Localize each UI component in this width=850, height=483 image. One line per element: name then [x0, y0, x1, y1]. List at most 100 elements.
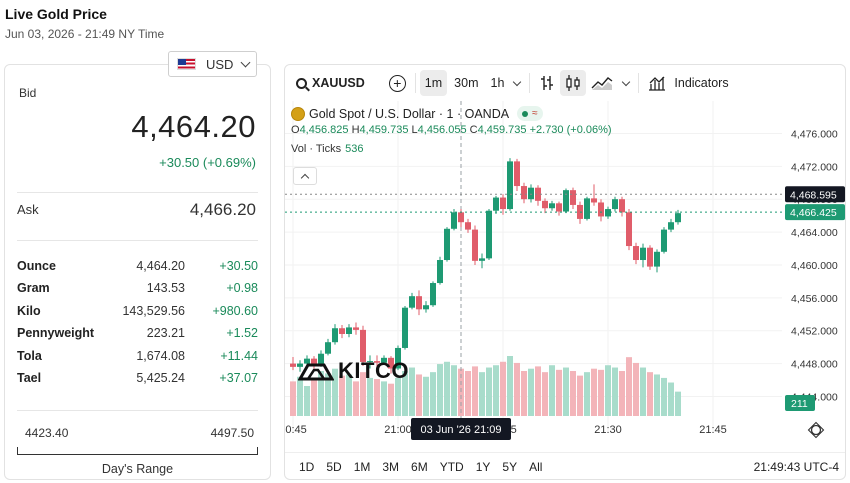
high-value: 4,459.735: [359, 124, 409, 136]
legend-title-row: Gold Spot / U.S. Dollar · 1 · OANDA ≈: [291, 106, 612, 121]
volume-bar: [367, 377, 373, 416]
candle-body: [584, 198, 590, 219]
volume-bar: [493, 365, 499, 416]
volume-bar: [675, 391, 681, 416]
interval-30m[interactable]: 30m: [449, 70, 483, 96]
candle-body: [353, 327, 359, 330]
volume-bar: [346, 374, 352, 416]
volume-bar: [612, 367, 618, 416]
volume-bar: [577, 375, 583, 416]
volume-bar: [661, 377, 667, 416]
kitco-logo-text: KITCO: [338, 358, 409, 383]
volume-bar: [619, 371, 625, 416]
legend-title: Gold Spot / U.S. Dollar · 1 · OANDA: [309, 106, 510, 121]
chart-style-dropdown[interactable]: [618, 70, 634, 96]
unit-price: 143.53: [146, 281, 185, 296]
separator: [414, 73, 416, 93]
candle-body: [430, 283, 436, 306]
range-ytd[interactable]: YTD: [439, 459, 464, 474]
candle-body: [465, 222, 471, 230]
candle-body: [619, 199, 625, 213]
range-1d[interactable]: 1D: [299, 459, 315, 474]
candle-body: [633, 246, 639, 261]
candle-body: [570, 190, 576, 205]
range-1m[interactable]: 1M: [353, 459, 371, 474]
indicators-label: Indicators: [674, 76, 729, 90]
candle-body: [381, 357, 387, 363]
volume-bar: [458, 368, 464, 416]
ask-value: 4,466.20: [189, 200, 256, 219]
price-chart[interactable]: 4,476.0004,472.0004,468.0004,464.0004,46…: [285, 101, 846, 452]
bars-icon: [541, 76, 554, 90]
volume-bar: [668, 382, 674, 416]
high-label: H: [351, 124, 360, 136]
chart-clock[interactable]: 21:49:43 UTC-4: [753, 460, 839, 474]
days-range-bar: [17, 447, 258, 455]
candle-body: [472, 229, 478, 261]
range-all[interactable]: All: [529, 459, 543, 474]
y-tick-label: 4,452.000: [791, 326, 838, 338]
unit-row: Gram 143.53 +0.98: [17, 279, 258, 301]
volume-label-text: 211: [791, 398, 808, 410]
indicators-button[interactable]: Indicators: [643, 70, 733, 96]
volume-value: 536: [345, 143, 364, 155]
candle-body: [339, 328, 345, 334]
market-status-badge[interactable]: ≈: [517, 106, 543, 121]
time-range-bar: 1D 5D 1M 3M 6M YTD 1Y 5Y All 21:49:43 UT…: [285, 452, 845, 479]
volume-bar: [437, 364, 443, 416]
range-6m[interactable]: 6M: [411, 459, 428, 474]
candle-body: [437, 260, 443, 284]
volume-bar: [507, 356, 513, 416]
interval-1m[interactable]: 1m: [419, 70, 448, 96]
volume-bar: [325, 373, 331, 416]
candle-body: [388, 357, 394, 369]
volume-bar: [521, 371, 527, 416]
range-3m[interactable]: 3M: [382, 459, 400, 474]
volume-bar: [402, 371, 408, 416]
volume-bar: [290, 381, 296, 416]
interval-label: 1m: [424, 76, 443, 90]
symbol-search-button[interactable]: XAUUSD: [291, 70, 370, 96]
compare-button[interactable]: +: [384, 70, 411, 96]
area-style-button[interactable]: [586, 70, 618, 96]
range-5y[interactable]: 5Y: [502, 459, 518, 474]
axis-settings-icon: [810, 424, 822, 436]
volume-bar: [535, 366, 541, 416]
low-value: 4,456.055: [417, 124, 467, 136]
candle-body: [591, 198, 597, 203]
candle-body: [360, 329, 366, 362]
legend-collapse-button[interactable]: [293, 167, 317, 185]
x-tick-label: 20:45: [285, 424, 307, 436]
unit-price: 4,464.20: [136, 259, 185, 273]
ohlc-values: O4,456.825 H4,459.735 L4,456.055 C4,459.…: [291, 124, 612, 136]
candle-body: [668, 222, 674, 230]
open-label: O: [291, 124, 300, 136]
unit-row: Pennyweight 223.21 +1.52: [17, 324, 258, 346]
volume-bar: [556, 369, 562, 416]
unit-name: Kilo: [17, 303, 41, 318]
volume-label: Vol · Ticks: [291, 143, 342, 155]
chevron-down-icon: [241, 57, 251, 67]
candle-body: [661, 229, 667, 252]
divider: [17, 410, 258, 411]
volume-legend: Vol · Ticks 536: [291, 143, 612, 155]
crosshair-time-box: [411, 418, 511, 440]
close-value: 4,459.735: [477, 124, 527, 136]
bid-label: Bid: [19, 86, 37, 100]
range-5d[interactable]: 5D: [326, 459, 342, 474]
y-tick-label: 4,472.000: [791, 161, 838, 173]
candle-body: [549, 203, 555, 209]
volume-bar: [416, 374, 422, 416]
candle-body: [458, 212, 464, 223]
candles-style-button[interactable]: [560, 70, 587, 96]
volume-bar: [500, 361, 506, 416]
range-1y[interactable]: 1Y: [475, 459, 491, 474]
interval-dropdown[interactable]: [509, 70, 525, 96]
volume-bar: [640, 367, 646, 416]
candle-body: [402, 307, 408, 348]
unit-change: +1.52: [226, 326, 258, 341]
interval-1h[interactable]: 1h: [486, 70, 510, 96]
currency-select[interactable]: USD: [168, 51, 257, 77]
chart-toolbar: XAUUSD + 1m 30m 1h Indicators: [285, 65, 845, 101]
bar-style-button[interactable]: [534, 70, 560, 96]
